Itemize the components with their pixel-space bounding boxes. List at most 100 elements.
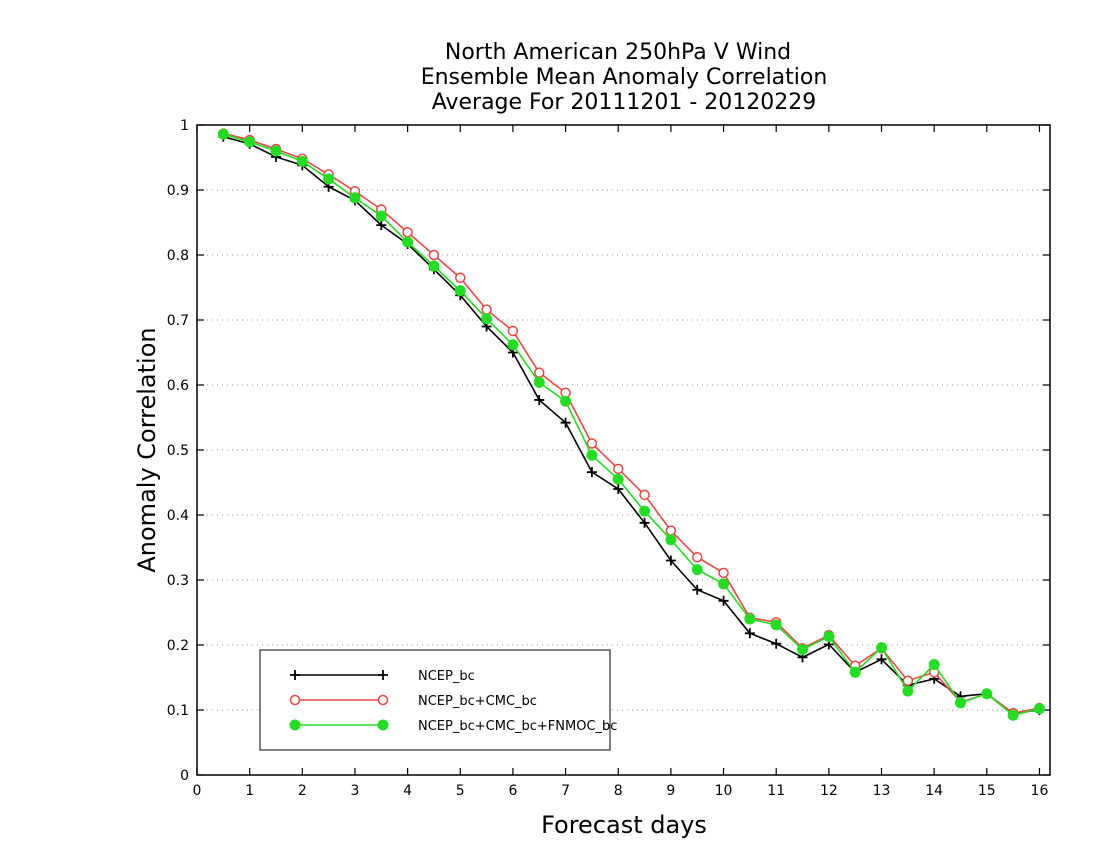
data-point [244, 136, 256, 148]
data-point [323, 173, 335, 185]
data-point [586, 438, 598, 449]
data-point [560, 395, 572, 407]
chart-title: North American 250hPa V Wind Ensemble Me… [421, 40, 828, 115]
legend-entry-0: NCEP_bc [290, 669, 475, 684]
data-point [376, 220, 387, 231]
data-point [586, 467, 597, 478]
data-point [876, 642, 888, 654]
legend-entry-2: NCEP_bc+CMC_bc+FNMOC_bc [289, 719, 617, 734]
y-tick-label: 1 [180, 118, 189, 134]
title-line-1: North American 250hPa V Wind [445, 40, 791, 65]
data-point [718, 567, 729, 579]
legend-marker [290, 670, 300, 680]
data-point [1007, 709, 1019, 721]
data-point [691, 552, 703, 563]
data-point [902, 685, 914, 697]
data-point [217, 128, 229, 140]
data-point [534, 367, 545, 378]
data-point [718, 578, 730, 590]
series-0 [218, 131, 1045, 719]
x-tick-label: 0 [193, 783, 202, 799]
y-tick-label: 0.8 [167, 248, 189, 264]
y-tick-label: 0.5 [167, 443, 189, 459]
x-tick-label: 9 [666, 783, 675, 799]
data-point [849, 666, 861, 678]
x-tick-label: 13 [873, 783, 891, 799]
data-point [534, 394, 545, 405]
data-point [771, 638, 782, 649]
data-point [507, 325, 519, 337]
data-point [665, 555, 676, 566]
x-tick-label: 12 [820, 783, 838, 799]
x-tick-label: 1 [245, 783, 254, 799]
data-point [613, 484, 624, 494]
x-tick-label: 16 [1031, 783, 1049, 799]
data-point [349, 192, 361, 204]
data-point [402, 227, 413, 238]
data-point [428, 249, 440, 261]
data-point [612, 473, 624, 485]
legend-label: NCEP_bc+CMC_bc+FNMOC_bc [418, 719, 617, 734]
y-tick-label: 0.2 [167, 638, 189, 654]
legend-marker [289, 719, 301, 731]
legend-marker [289, 694, 301, 706]
y-axis-label: Anomaly Correlation [133, 327, 161, 572]
y-tick-label: 0.1 [167, 703, 189, 719]
x-tick-label: 11 [767, 783, 785, 799]
data-point [665, 525, 677, 536]
series-2 [217, 128, 1045, 721]
data-point [797, 644, 809, 656]
title-line-2: Ensemble Mean Anomaly Correlation [421, 65, 828, 90]
series-line [223, 132, 1040, 715]
x-tick-label: 7 [561, 783, 570, 799]
legend-entry-1: NCEP_bc+CMC_bc [289, 694, 537, 709]
data-point [533, 376, 545, 388]
data-point [586, 449, 598, 461]
x-tick-label: 3 [351, 783, 360, 799]
y-tick-label: 0.4 [167, 508, 189, 524]
gridlines [197, 189, 1050, 711]
data-point [639, 489, 650, 501]
title-line-3: Average For 20111201 - 20120229 [432, 90, 817, 115]
x-axis-label: Forecast days [541, 811, 707, 839]
data-point [665, 534, 677, 546]
y-axis-ticks: 0 0.1 0.2 0.3 0.4 0.5 0.6 0.7 0.8 0.9 1 [167, 118, 1050, 784]
x-axis-ticks: 0 1 2 3 4 5 6 7 8 9 10 11 12 13 14 15 16 [193, 125, 1049, 799]
legend-marker [378, 670, 388, 680]
data-point [902, 675, 914, 686]
data-point [770, 619, 782, 631]
data-point [296, 155, 308, 167]
data-point [928, 659, 940, 670]
x-tick-label: 6 [508, 783, 517, 799]
data-point [639, 517, 650, 528]
x-tick-label: 5 [456, 783, 465, 799]
series-1 [218, 128, 1045, 719]
data-point [981, 688, 993, 700]
y-tick-label: 0.9 [167, 183, 189, 199]
y-tick-label: 0.6 [167, 378, 189, 394]
x-tick-label: 8 [614, 783, 623, 799]
data-point [481, 304, 492, 315]
x-tick-label: 10 [715, 783, 733, 799]
data-point [954, 697, 966, 709]
data-point [428, 260, 440, 272]
legend-marker [377, 719, 389, 731]
data-point [718, 595, 729, 606]
data-point [507, 339, 519, 351]
data-point [1033, 703, 1045, 715]
data-point [612, 463, 624, 475]
data-series [217, 128, 1045, 721]
data-point [481, 313, 493, 325]
data-point [560, 417, 571, 428]
x-tick-label: 15 [978, 783, 996, 799]
data-point [375, 210, 387, 222]
x-tick-label: 2 [298, 783, 307, 799]
data-point [692, 584, 703, 595]
y-tick-label: 0.3 [167, 573, 189, 589]
data-point [639, 505, 651, 517]
data-point [691, 564, 703, 576]
series-line [223, 133, 1040, 717]
data-point [454, 285, 466, 297]
y-tick-label: 0 [180, 768, 189, 784]
